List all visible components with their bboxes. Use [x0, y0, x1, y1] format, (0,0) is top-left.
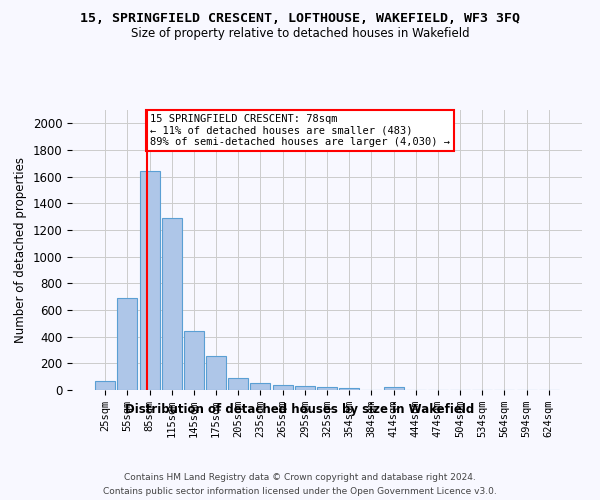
- Text: Distribution of detached houses by size in Wakefield: Distribution of detached houses by size …: [125, 402, 475, 415]
- Text: 15, SPRINGFIELD CRESCENT, LOFTHOUSE, WAKEFIELD, WF3 3FQ: 15, SPRINGFIELD CRESCENT, LOFTHOUSE, WAK…: [80, 12, 520, 26]
- Bar: [140, 172, 160, 390]
- Bar: [118, 298, 137, 390]
- Text: 15 SPRINGFIELD CRESCENT: 78sqm
← 11% of detached houses are smaller (483)
89% of: 15 SPRINGFIELD CRESCENT: 78sqm ← 11% of …: [150, 114, 450, 147]
- Bar: [295, 386, 315, 390]
- Bar: [162, 218, 182, 390]
- Y-axis label: Number of detached properties: Number of detached properties: [14, 157, 27, 343]
- Bar: [339, 388, 359, 390]
- Text: Contains public sector information licensed under the Open Government Licence v3: Contains public sector information licen…: [103, 488, 497, 496]
- Bar: [317, 386, 337, 390]
- Bar: [184, 332, 204, 390]
- Bar: [95, 382, 115, 390]
- Bar: [206, 356, 226, 390]
- Text: Contains HM Land Registry data © Crown copyright and database right 2024.: Contains HM Land Registry data © Crown c…: [124, 472, 476, 482]
- Bar: [250, 382, 271, 390]
- Bar: [228, 378, 248, 390]
- Bar: [383, 388, 404, 390]
- Bar: [272, 384, 293, 390]
- Text: Size of property relative to detached houses in Wakefield: Size of property relative to detached ho…: [131, 28, 469, 40]
